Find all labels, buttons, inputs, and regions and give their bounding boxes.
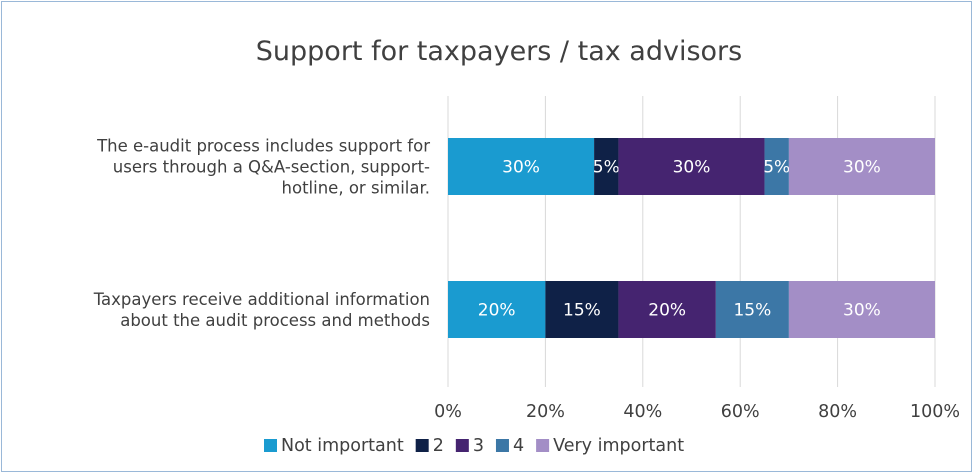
category-label-0-line-2: hotline, or similar.	[282, 179, 430, 198]
bar-segment-0-2	[618, 138, 765, 195]
legend-swatch-1	[415, 439, 429, 452]
bar-segment-1-4	[788, 281, 935, 338]
legend-swatch-4	[536, 439, 550, 452]
category-label-1-line-0: Taxpayers receive additional information	[93, 290, 430, 309]
bar-segment-0-1	[594, 138, 619, 195]
legend-swatch-2	[455, 439, 469, 452]
legend-swatch-3	[495, 439, 509, 452]
category-label-0-line-1: users through a Q&A-section, support-	[113, 158, 430, 177]
data-label-0-3: 5%	[763, 158, 790, 178]
legend-label-2: 3	[473, 436, 484, 456]
x-tick-label-5: 100%	[910, 402, 960, 422]
bar-segment-1-2	[618, 281, 716, 338]
data-label-0-2: 30%	[673, 158, 711, 178]
legend-label-4: Very important	[553, 436, 684, 456]
x-tick-label-3: 60%	[721, 402, 760, 422]
data-label-0-0: 30%	[502, 158, 540, 178]
chart-title: Support for taxpayers / tax advisors	[256, 36, 742, 67]
category-labels: The e-audit process includes support for…	[93, 137, 431, 331]
bar-segment-0-0	[448, 138, 595, 195]
data-label-1-2: 20%	[648, 301, 686, 321]
legend: Not important 2 3 4 Very important	[264, 436, 684, 456]
x-tick-label-0: 0%	[434, 402, 462, 422]
bar-segment-1-3	[715, 281, 789, 338]
x-axis-ticks: 0% 20% 40% 60% 80% 100%	[434, 402, 960, 422]
legend-swatch-0	[264, 439, 277, 452]
data-label-0-1: 5%	[593, 158, 620, 178]
data-label-1-0: 20%	[478, 301, 516, 321]
legend-label-1: 2	[433, 436, 444, 456]
data-label-0-4: 30%	[843, 158, 881, 178]
bars: 30% 5% 30% 5% 30% 20% 15% 20% 15% 30%	[448, 138, 935, 338]
category-label-1-line-1: about the audit process and methods	[120, 311, 430, 330]
data-label-1-4: 30%	[843, 301, 881, 321]
bar-segment-1-0	[448, 281, 546, 338]
legend-label-3: 4	[513, 436, 524, 456]
bar-segment-1-1	[545, 281, 619, 338]
data-label-1-3: 15%	[733, 301, 771, 321]
x-tick-label-2: 40%	[623, 402, 662, 422]
legend-label-0: Not important	[281, 436, 404, 456]
bar-segment-0-3	[764, 138, 789, 195]
x-tick-label-1: 20%	[526, 402, 565, 422]
bar-segment-0-4	[788, 138, 935, 195]
data-label-1-1: 15%	[563, 301, 601, 321]
x-tick-label-4: 80%	[818, 402, 857, 422]
category-label-0-line-0: The e-audit process includes support for	[96, 137, 430, 156]
